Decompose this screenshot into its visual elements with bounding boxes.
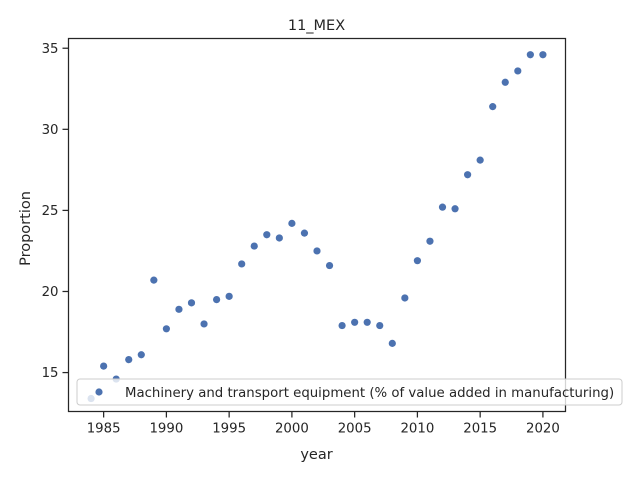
data-point	[426, 237, 434, 245]
data-point	[526, 51, 534, 59]
x-tick-label: 1990	[149, 422, 183, 437]
data-point	[175, 305, 183, 313]
data-point	[187, 299, 196, 307]
legend: Machinery and transport equipment (% of …	[76, 378, 623, 406]
data-point	[125, 356, 133, 364]
x-axis-ticks: 1985 1990 1995 2000 2005 2010 2015 2020	[87, 411, 560, 437]
data-point	[313, 247, 321, 255]
data-point	[388, 339, 396, 347]
plot-frame	[67, 37, 567, 413]
data-point	[476, 156, 484, 164]
data-point	[212, 296, 221, 304]
data-point	[150, 276, 158, 284]
data-point	[200, 320, 208, 328]
data-point	[162, 325, 170, 333]
y-tick-label: 35	[42, 42, 59, 57]
data-point	[100, 362, 108, 370]
y-tick-label: 30	[42, 123, 59, 138]
x-tick-label: 1985	[87, 422, 121, 437]
data-point	[225, 292, 233, 300]
legend-box	[76, 378, 623, 406]
x-tick-label: 2015	[463, 422, 497, 437]
data-point	[288, 219, 296, 227]
data-point	[501, 78, 509, 86]
data-point	[275, 234, 283, 242]
data-points	[87, 51, 547, 403]
data-point	[263, 231, 271, 239]
x-tick-label: 2010	[400, 422, 434, 437]
data-point	[238, 260, 246, 268]
data-point	[300, 229, 309, 237]
x-tick-label: 2005	[338, 422, 372, 437]
x-tick-label: 2020	[526, 422, 560, 437]
x-tick-label: 1995	[212, 422, 246, 437]
data-point	[464, 171, 472, 179]
data-point	[438, 203, 447, 211]
data-point	[489, 103, 497, 111]
y-axis-ticks: 15 20 25 30 35	[42, 42, 69, 381]
chart-title: 11_MEX	[288, 18, 345, 34]
data-point	[413, 257, 422, 265]
x-tick-label: 2000	[275, 422, 309, 437]
data-point	[325, 261, 334, 270]
data-point	[137, 351, 145, 359]
data-point	[338, 321, 346, 330]
data-point	[514, 67, 522, 75]
data-point	[376, 321, 384, 330]
y-tick-label: 25	[42, 204, 59, 219]
data-point	[401, 294, 409, 302]
y-tick-label: 20	[42, 285, 59, 300]
data-point	[539, 51, 547, 59]
legend-marker	[95, 388, 103, 396]
data-point	[250, 242, 258, 250]
y-axis-label: Proportion	[18, 191, 34, 266]
data-point	[363, 318, 371, 326]
x-axis-label: year	[300, 447, 332, 463]
y-tick-label: 15	[42, 366, 59, 381]
data-point	[451, 205, 459, 213]
legend-label: Machinery and transport equipment (% of …	[125, 386, 614, 401]
data-point	[351, 318, 359, 326]
